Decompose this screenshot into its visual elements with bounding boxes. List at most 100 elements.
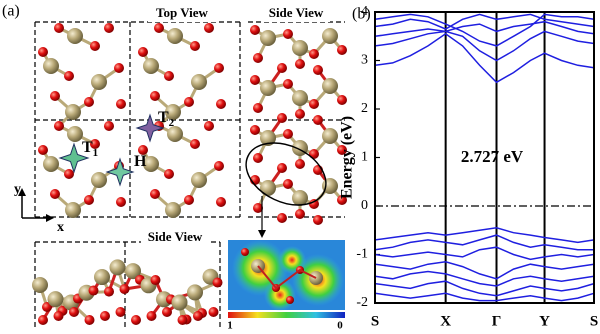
plot-frame xyxy=(374,11,595,304)
site-marker xyxy=(135,113,165,143)
oxygen-atom xyxy=(295,109,305,119)
panel-label: (a) xyxy=(2,3,20,20)
oxygen-atom xyxy=(53,311,64,321)
oxygen-atom xyxy=(84,97,94,107)
y-tick-label: 0 xyxy=(361,198,368,213)
metal-atom xyxy=(91,74,107,90)
oxygen-atom xyxy=(309,199,319,209)
metal-atom xyxy=(143,156,159,172)
oxygen-atom xyxy=(38,47,48,57)
metal-atom xyxy=(292,40,308,56)
oxygen-atom xyxy=(100,311,110,321)
metal-atom xyxy=(109,259,126,276)
oxygen-atom xyxy=(150,189,160,199)
metal-atom xyxy=(260,130,276,146)
oxygen-atom xyxy=(138,145,148,155)
oxygen-atom xyxy=(283,29,293,39)
oxygen-atom xyxy=(216,99,226,109)
metal-atom xyxy=(187,284,203,301)
band xyxy=(374,30,595,62)
metal-atom xyxy=(65,202,81,218)
oxygen-atom xyxy=(283,79,293,89)
label-backing xyxy=(148,6,216,22)
y-tick-label: 4 xyxy=(361,4,368,19)
oxygen-atom xyxy=(208,307,219,317)
panel-label: (b) xyxy=(352,6,371,23)
band xyxy=(374,270,595,287)
band xyxy=(374,234,594,251)
oxygen-atom xyxy=(283,179,293,189)
oxygen-atom xyxy=(104,121,114,131)
metal-atom xyxy=(322,28,338,44)
oxygen-atom xyxy=(150,91,160,101)
label-backing xyxy=(141,230,209,246)
oxygen-atom xyxy=(116,197,126,207)
oxygen-atom xyxy=(138,47,148,57)
y-tick-label: 1 xyxy=(361,150,368,165)
gap-annotation: 2.727 eV xyxy=(461,147,524,166)
oxygen-atom xyxy=(114,63,124,73)
colorbar-label: 1 xyxy=(227,320,233,332)
oxygen-atom xyxy=(214,63,224,73)
site-letter: T xyxy=(158,109,169,126)
oxygen-atom xyxy=(309,149,319,159)
site-label: T2 xyxy=(158,109,175,129)
metal-atom xyxy=(143,58,159,74)
metal-atom xyxy=(292,190,308,206)
band xyxy=(374,20,595,38)
highlight xyxy=(245,142,327,206)
oxygen-atom xyxy=(337,45,347,55)
oxygen-atom xyxy=(190,139,200,149)
y-tick-label: -2 xyxy=(356,295,368,310)
oxygen-atom xyxy=(277,63,287,73)
oxygen-atom xyxy=(309,99,319,109)
oxygen-atom xyxy=(250,75,260,85)
oxygen-atom xyxy=(38,315,48,325)
oxygen-atom xyxy=(84,315,95,325)
oxygen-atom xyxy=(154,23,164,33)
oxygen-atom xyxy=(295,59,305,69)
label-backing xyxy=(262,6,330,22)
x-tick-label: Y xyxy=(539,313,550,329)
oxygen-atom xyxy=(214,161,224,171)
band xyxy=(374,32,595,84)
arrow-head xyxy=(46,214,54,222)
metal-atom xyxy=(43,58,59,74)
oxygen-atom xyxy=(131,315,141,325)
metal-atom xyxy=(292,90,308,106)
oxygen-atom xyxy=(286,296,294,304)
oxygen-atom xyxy=(184,97,194,107)
site-marker xyxy=(58,142,90,174)
oxygen-atom xyxy=(204,121,214,131)
oxygen-atom xyxy=(88,285,99,296)
y-tick-label: 2 xyxy=(361,101,368,116)
band xyxy=(374,13,595,47)
site-letter: T xyxy=(82,139,93,156)
oxygen-atom xyxy=(295,209,305,219)
oxygen-atom xyxy=(313,115,323,125)
x-tick-label: S xyxy=(371,313,379,329)
y-tick-label: 3 xyxy=(361,53,368,68)
metal-atom xyxy=(322,128,338,144)
site-marker xyxy=(105,157,135,187)
band xyxy=(374,246,595,261)
oxygen-atom xyxy=(64,71,74,81)
oxygen-atom xyxy=(164,71,174,81)
x-tick-label: Γ xyxy=(492,313,502,329)
oxygen-atom xyxy=(84,195,94,205)
x-tick-label: S xyxy=(590,313,598,329)
oxygen-atom xyxy=(150,275,161,286)
metal-atom xyxy=(260,30,276,46)
oxygen-atom xyxy=(50,91,60,101)
axis-letter: x xyxy=(57,220,64,235)
oxygen-atom xyxy=(337,95,347,105)
bond xyxy=(257,265,317,290)
metal-atom xyxy=(191,74,207,90)
oxygen-atom xyxy=(104,23,114,33)
oxygen-atom xyxy=(184,195,194,205)
oxygen-atom xyxy=(277,113,287,123)
metal-atom xyxy=(322,78,338,94)
oxygen-atom xyxy=(90,41,100,51)
